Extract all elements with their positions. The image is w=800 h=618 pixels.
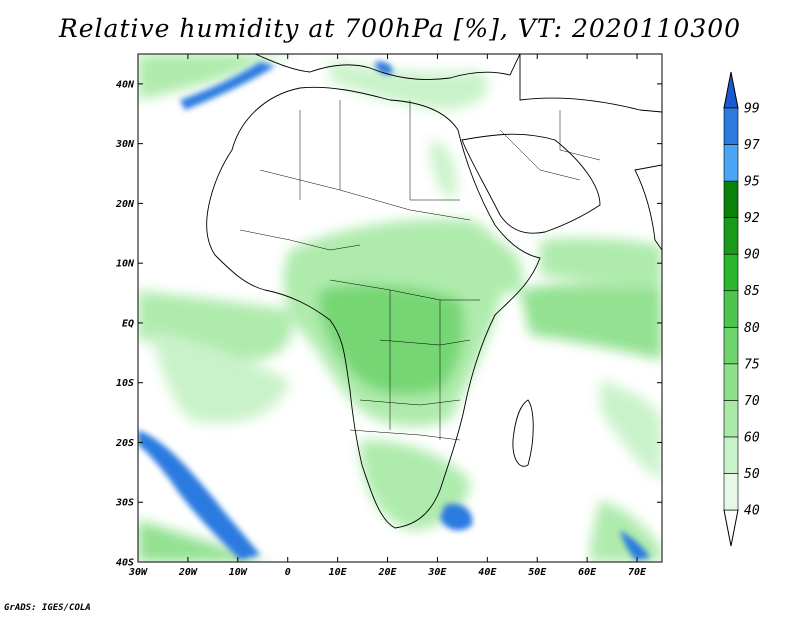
- humidity-patch-southwest-band: [138, 430, 260, 560]
- coastlines: [206, 54, 662, 529]
- humidity-region-north-atlantic: [138, 54, 300, 100]
- country-borders: [239, 100, 601, 441]
- humidity-region-mediterranean: [330, 60, 488, 110]
- plot-frame: [137, 53, 663, 563]
- lon-tick-label: 0: [285, 567, 291, 578]
- colorbar-label: 92: [744, 211, 760, 226]
- colorbar-segment: [723, 180, 739, 218]
- lon-tick-label: 20W: [178, 567, 198, 578]
- border-sahel: [259, 169, 471, 221]
- border-west-africa: [239, 229, 361, 251]
- longitude-axis: 30W 20W 10W 0 10E 20E 30E 40E 50E 60E 70E: [128, 54, 647, 578]
- lon-tick-label: 60E: [578, 567, 597, 578]
- grads-credit: GrADS: IGES/COLA: [4, 603, 91, 613]
- persia-coastline: [519, 54, 662, 113]
- humidity-region-madagascar: [600, 380, 662, 480]
- colorbar-label: 80: [744, 321, 760, 336]
- colorbar-segment: [723, 473, 739, 511]
- humidity-region-arabian-sea: [540, 237, 662, 290]
- humidity-region-core-congo: [319, 284, 464, 395]
- colorbar-label: 70: [744, 394, 760, 409]
- humidity-region-south-atlantic: [150, 330, 290, 424]
- lon-tick-label: 10W: [229, 567, 248, 578]
- lon-tick-label: 70E: [628, 567, 647, 578]
- lon-tick-label: 50E: [528, 567, 547, 578]
- lon-tick-label: 10E: [329, 567, 348, 578]
- border-egypt-sudan: [409, 100, 460, 201]
- lat-tick-label: 20N: [115, 199, 135, 210]
- lon-tick-label: 20E: [377, 567, 397, 578]
- map-title: Relative humidity at 700hPa [%], VT: 202…: [58, 14, 742, 43]
- lon-tick-label: 40E: [478, 567, 497, 578]
- lat-tick-label: 40N: [116, 79, 135, 90]
- colorbar-label: 60: [744, 430, 760, 445]
- lat-tick-label: 20S: [115, 438, 134, 449]
- colorbar-segment: [723, 326, 739, 365]
- humidity-patch-northwest-band: [180, 62, 275, 110]
- humidity-patch-south-africa: [440, 503, 473, 531]
- colorbar-segment: [723, 400, 739, 438]
- border-south-central: [359, 399, 461, 406]
- india-coastline: [634, 164, 662, 251]
- border-central-africa: [329, 279, 480, 301]
- border-middle-east: [559, 110, 601, 161]
- colorbar-segment: [723, 107, 739, 145]
- colorbar-label: 40: [744, 504, 760, 519]
- lat-tick-label: 30N: [115, 139, 135, 150]
- africa-coastline: [206, 86, 541, 529]
- humidity-region-southern-africa: [360, 440, 470, 530]
- border-southern-africa: [349, 429, 461, 441]
- humidity-patch-southwest-indian: [620, 530, 650, 560]
- colorbar-max-arrow: [723, 71, 739, 109]
- lon-tick-label: 30E: [427, 567, 447, 578]
- colorbar-label: 85: [744, 284, 760, 299]
- colorbar-label: 95: [744, 175, 760, 190]
- humidity-region-southwest-indian: [590, 500, 662, 562]
- lat-tick-label: EQ: [122, 318, 134, 329]
- colorbar-label: 97: [744, 138, 760, 153]
- colorbar-segment: [723, 436, 739, 474]
- lat-tick-label: 10N: [116, 259, 135, 270]
- lon-tick-label: 30W: [128, 567, 148, 578]
- colorbar: 40 50 60 70 75 80 85 90 92 95 97 99: [723, 71, 760, 547]
- humidity-region-indian-ocean: [520, 284, 662, 360]
- colorbar-segment: [723, 144, 739, 182]
- map-plot-area: 30W 20W 10W 0 10E 20E 30E 40E 50E 60E 70E 40N 30N 20…: [115, 53, 663, 578]
- colorbar-label: 50: [744, 467, 760, 482]
- humidity-field: [138, 54, 662, 562]
- arabia-coastline: [461, 133, 601, 234]
- colorbar-label: 75: [744, 357, 760, 372]
- colorbar-label: 99: [744, 102, 760, 117]
- humidity-region-east-tropics: [470, 230, 523, 294]
- colorbar-segment: [723, 363, 739, 401]
- lat-tick-label: 10S: [116, 378, 134, 389]
- border-arabia: [499, 129, 581, 181]
- lat-tick-label: 30S: [115, 498, 134, 509]
- europe-coastline: [254, 54, 521, 80]
- lat-tick-label: 40S: [116, 558, 134, 569]
- colorbar-min-arrow: [723, 509, 739, 547]
- colorbar-segment: [723, 253, 739, 292]
- humidity-region-red-sea: [430, 140, 457, 200]
- madagascar-coastline: [512, 399, 534, 467]
- colorbar-segment: [723, 217, 739, 255]
- colorbar-label: 90: [744, 248, 760, 263]
- colorbar-segment: [723, 290, 739, 328]
- latitude-axis: 40N 30N 20N 10N EQ 10S 20S 30S 40S: [115, 79, 662, 569]
